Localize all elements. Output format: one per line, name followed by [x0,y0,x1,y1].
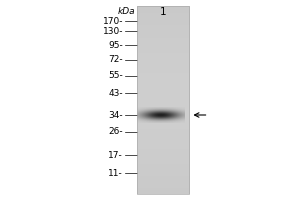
Text: 11-: 11- [108,168,123,178]
Text: 170-: 170- [103,17,123,25]
Bar [136,6,189,194]
Text: 26-: 26- [108,128,123,136]
Text: 34-: 34- [108,110,123,119]
Text: 95-: 95- [108,40,123,49]
Text: kDa: kDa [117,7,135,16]
Text: 72-: 72- [108,55,123,64]
Text: 1: 1 [160,7,166,17]
Text: 43-: 43- [108,88,123,98]
Text: 17-: 17- [108,150,123,160]
Text: 130-: 130- [103,26,123,36]
Text: 55-: 55- [108,72,123,80]
